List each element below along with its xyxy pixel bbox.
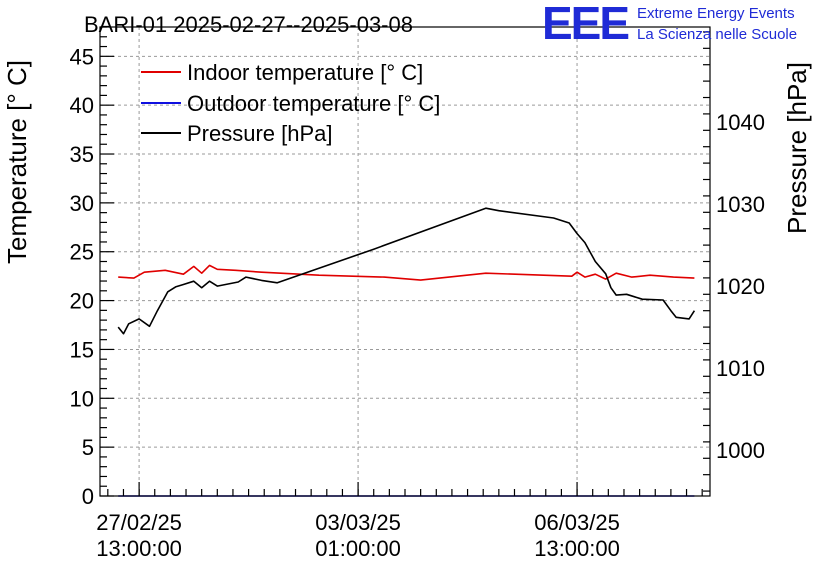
y-tick-label: 40	[70, 93, 94, 118]
legend-label-pressure: Pressure [hPa]	[187, 121, 333, 146]
x-tick-date: 06/03/25	[534, 510, 620, 535]
logo-line-2: La Scienza nelle Scuole	[637, 26, 797, 43]
y-tick-label: 0	[82, 484, 94, 509]
x-tick-time: 01:00:00	[315, 536, 401, 561]
x-tick-time: 13:00:00	[534, 536, 620, 561]
y-tick-label: 30	[70, 191, 94, 216]
y2-tick-label: 1030	[716, 192, 765, 217]
y2-tick-label: 1020	[716, 274, 765, 299]
x-tick-time: 13:00:00	[96, 536, 182, 561]
y-tick-label: 35	[70, 142, 94, 167]
y-tick-label: 5	[82, 435, 94, 460]
y2-tick-label: 1010	[716, 356, 765, 381]
y-tick-label: 20	[70, 289, 94, 314]
legend-label-outdoor: Outdoor temperature [° C]	[187, 91, 440, 116]
axis-ticks	[100, 26, 710, 497]
y-tick-label: 25	[70, 240, 94, 265]
y-axis-title: Temperature [° C]	[2, 60, 32, 264]
legend: Indoor temperature [° C] Outdoor tempera…	[141, 60, 440, 146]
y-tick-label: 10	[70, 386, 94, 411]
eee-logo-mark: EEE	[542, 0, 628, 49]
y-tick-label: 15	[70, 337, 94, 362]
y-tick-label: 45	[70, 44, 94, 69]
y2-tick-label: 1040	[716, 110, 765, 135]
grid-lines	[100, 27, 710, 496]
tick-labels: 0 5 10 15 20 25 30 35 40 45 1000 1010 1020 1030 1040 27…	[70, 44, 765, 561]
chart-title: BARI-01 2025-02-27--2025-03-08	[84, 12, 413, 37]
y2-axis-title: Pressure [hPa]	[782, 62, 812, 234]
indoor-temperature-line	[118, 264, 695, 281]
x-tick-date: 03/03/25	[315, 510, 401, 535]
legend-label-indoor: Indoor temperature [° C]	[187, 60, 423, 85]
pressure-line	[117, 207, 696, 335]
eee-logo: EEE Extreme Energy Events La Scienza nel…	[542, 0, 797, 49]
x-tick-date: 27/02/25	[96, 510, 182, 535]
y2-tick-label: 1000	[716, 438, 765, 463]
logo-line-1: Extreme Energy Events	[637, 5, 795, 22]
